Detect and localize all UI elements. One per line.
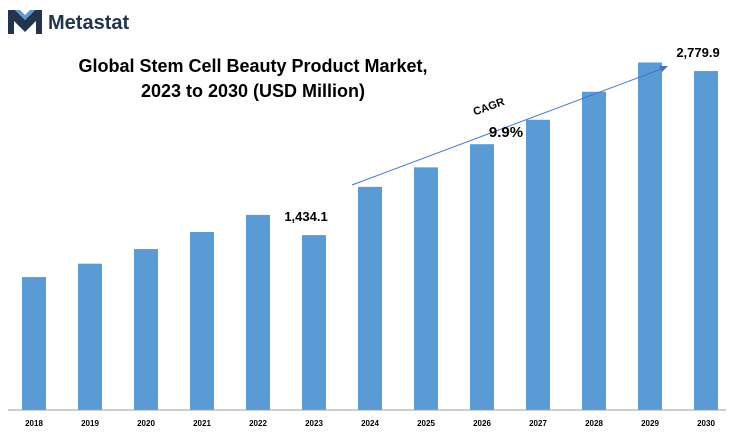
x-tick-label: 2022: [249, 419, 267, 428]
bar-2019: [78, 263, 102, 410]
bar-2021: [190, 231, 214, 410]
bar-2028: [582, 91, 606, 411]
cagr-annotation: CAGR 9.9%: [351, 66, 668, 186]
x-tick-label: 2025: [417, 419, 435, 428]
bar-2020: [134, 249, 158, 410]
metastat-logo: Metastat: [8, 10, 129, 34]
cagr-arrowhead: [659, 66, 668, 72]
bar-2030: [694, 71, 718, 410]
x-tick-label: 2020: [137, 419, 155, 428]
bar-2026: [470, 144, 494, 410]
bar-2022: [246, 214, 270, 410]
x-tick-label: 2018: [25, 419, 43, 428]
bar-series: [22, 62, 718, 411]
data-labels: 1,434.1 2,779.9: [284, 45, 719, 224]
data-label-2023: 1,434.1: [284, 209, 327, 224]
x-tick-label: 2023: [305, 419, 323, 428]
bar-2027: [526, 119, 550, 410]
cagr-arrow: [351, 67, 665, 186]
cagr-value: 9.9%: [489, 124, 523, 141]
bar-2029: [638, 62, 662, 410]
x-tick-label: 2027: [529, 419, 547, 428]
brand-name: Metastat: [48, 12, 129, 34]
x-tick-label: 2024: [361, 419, 379, 428]
x-tick-label: 2026: [473, 419, 491, 428]
bar-2018: [22, 277, 46, 410]
metastat-logo-mark: [8, 10, 42, 34]
x-tick-label: 2019: [81, 419, 99, 428]
cagr-label: CAGR: [472, 96, 507, 118]
x-tick-label: 2028: [585, 419, 603, 428]
x-axis-ticks: 2018 2019 2020 2021 2022 2023 2024 2025 2026 2027…: [25, 419, 715, 428]
bar-2025: [414, 167, 438, 410]
chart-subtitle: 2023 to 2030 (USD Million): [141, 81, 365, 101]
bar-2024: [358, 186, 382, 410]
x-tick-label: 2030: [697, 419, 715, 428]
data-label-2030: 2,779.9: [676, 45, 719, 60]
x-tick-label: 2029: [641, 419, 659, 428]
x-tick-label: 2021: [193, 419, 211, 428]
chart-title: Global Stem Cell Beauty Product Market,: [78, 56, 427, 76]
bar-2023: [302, 235, 326, 410]
